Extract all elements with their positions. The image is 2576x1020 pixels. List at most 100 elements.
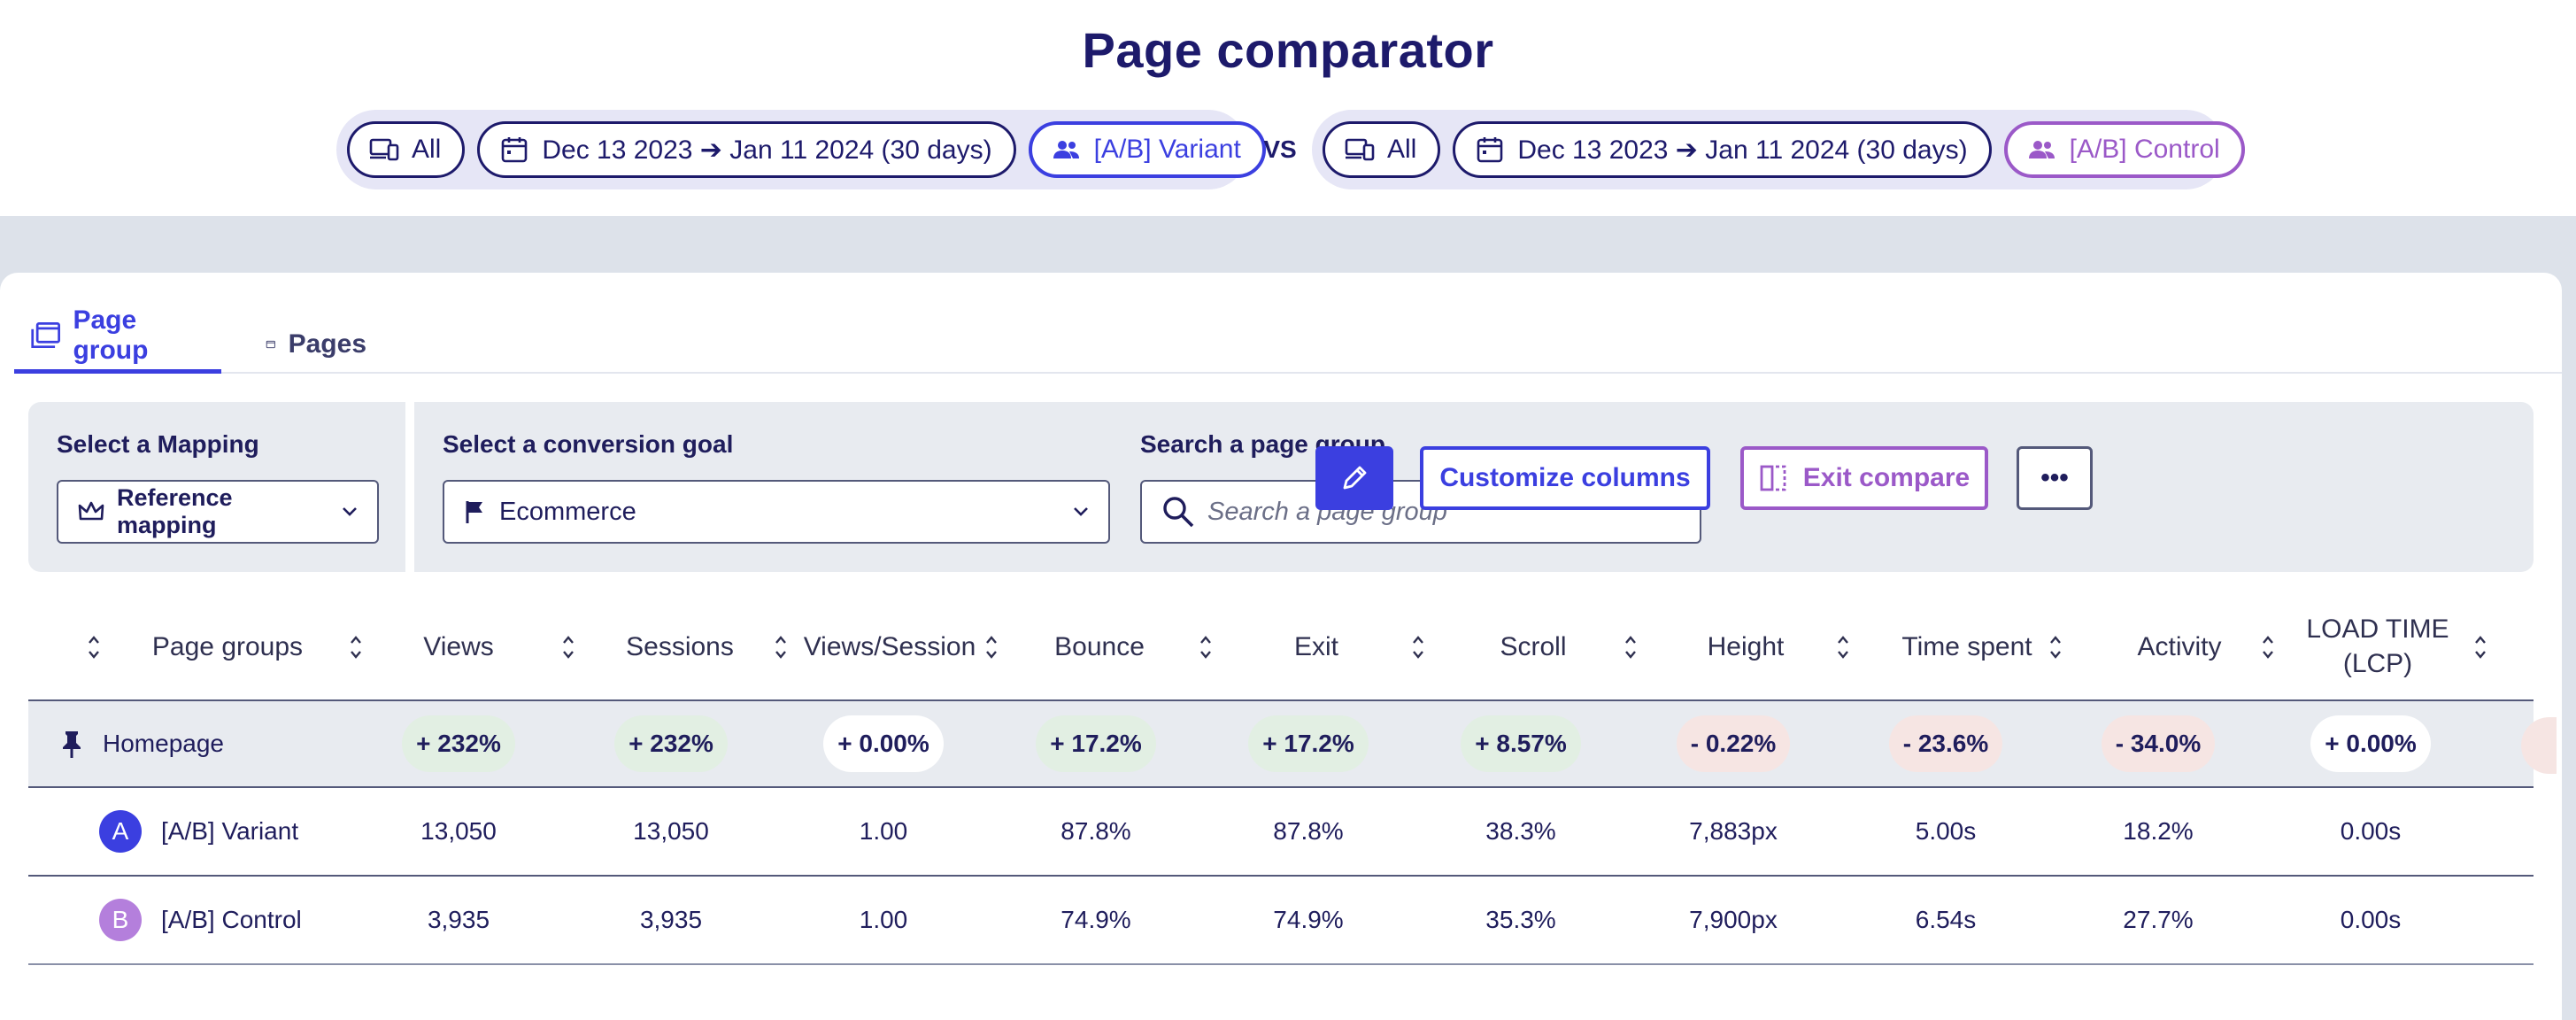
sort-icon[interactable] [1836, 632, 1850, 662]
sort-icon[interactable] [774, 632, 788, 662]
column-header[interactable]: Scroll [1500, 631, 1567, 661]
date-filter-left-label: Dec 13 2023 ➔ Jan 11 2024 (30 days) [542, 135, 992, 165]
tab-page-group-label: Page group [73, 305, 149, 365]
table-cell: 1.00 [859, 906, 908, 933]
table-row-homepage[interactable]: Homepage + 232% + 232% + 0.00% + 17.2% +… [28, 699, 2557, 788]
table-cell: 38.3% [1485, 817, 1556, 845]
comparison-left-filters: All Dec 13 2023 ➔ Jan 11 2024 (30 days) … [336, 110, 1266, 189]
sort-icon[interactable] [1623, 632, 1638, 662]
search-icon [1163, 497, 1194, 528]
delta-badge: + 17.2% [1248, 715, 1369, 772]
column-header[interactable]: Views/Session [803, 631, 976, 661]
device-filter-right-label: All [1387, 135, 1417, 164]
delta-badge: + 0.00% [823, 715, 944, 772]
content-card: Page group Pages Select a Mapping Refere… [0, 273, 2562, 1020]
column-header[interactable]: Sessions [626, 631, 734, 661]
chevron-down-icon [1074, 507, 1088, 516]
delta-badge: + 8.57% [1461, 715, 1581, 772]
delta-badge: - 34.0% [2101, 715, 2216, 772]
sort-icon[interactable] [87, 632, 101, 662]
goal-select[interactable]: Ecommerce [443, 480, 1110, 544]
column-header[interactable]: Page groups [151, 631, 304, 661]
sort-icon[interactable] [2473, 632, 2487, 662]
tab-page-group[interactable]: Page group [14, 305, 221, 374]
mapping-label: Select a Mapping [57, 430, 259, 458]
split-view-icon [1760, 465, 1786, 491]
mapping-select-value: Reference mapping [117, 484, 233, 538]
segment-filter-right[interactable]: [A/B] Control [2003, 121, 2245, 178]
date-filter-right-label: Dec 13 2023 ➔ Jan 11 2024 (30 days) [1517, 135, 1968, 165]
table-cell: 74.9% [1273, 906, 1344, 933]
table-cell: 7,883px [1689, 817, 1778, 845]
page-group-icon [31, 321, 60, 348]
page-header: Page comparator All Dec 13 2023 ➔ Jan 11… [0, 0, 2576, 216]
delta-badge: - 23.6% [1888, 715, 2003, 772]
column-header[interactable]: Activity [2137, 631, 2222, 661]
table-cell: 74.9% [1060, 906, 1131, 933]
homepage-name: Homepage [103, 730, 224, 757]
segment-filter-right-label: [A/B] Control [2069, 135, 2220, 164]
table-header: Page groups Views Sessions Views/Session… [28, 593, 2534, 699]
delta-badge: - 0.22% [1676, 715, 1791, 772]
edit-button[interactable] [1315, 446, 1393, 510]
customize-columns-button[interactable]: Customize columns [1420, 446, 1710, 510]
table-cell: 27.7% [2123, 906, 2194, 933]
table-cell: 0.00s [2340, 817, 2402, 845]
calendar-icon [502, 137, 528, 163]
variant-badge: A [99, 810, 142, 853]
sort-icon[interactable] [1411, 632, 1425, 662]
mapping-select[interactable]: Reference mapping [57, 480, 379, 544]
exit-compare-button[interactable]: Exit compare [1740, 446, 1988, 510]
goal-select-value: Ecommerce [499, 497, 636, 526]
sort-icon[interactable] [2048, 632, 2063, 662]
variant-name: [A/B] Variant [161, 817, 299, 845]
column-header[interactable]: Bounce [1054, 631, 1145, 661]
column-header[interactable]: LOAD TIME (LCP) [2306, 614, 2449, 678]
table-cell: 3,935 [639, 906, 703, 933]
table-cell: 87.8% [1060, 817, 1131, 845]
devices-icon [1345, 138, 1375, 161]
table-cell: 5.00s [1915, 817, 1977, 845]
users-icon [1053, 141, 1079, 158]
date-filter-left[interactable]: Dec 13 2023 ➔ Jan 11 2024 (30 days) [477, 121, 1016, 178]
tab-pages-label: Pages [288, 329, 366, 359]
delta-badge: + 0.00% [2310, 715, 2431, 772]
column-header[interactable]: Views [423, 631, 494, 661]
pin-icon[interactable] [60, 729, 83, 759]
table-cell: 13,050 [633, 817, 709, 845]
table-row-variant[interactable]: A [A/B] Variant 13,050 13,050 1.00 87.8%… [28, 788, 2534, 877]
pencil-icon [1343, 466, 1367, 490]
sort-icon[interactable] [349, 632, 363, 662]
device-filter-left[interactable]: All [347, 121, 466, 178]
sort-icon[interactable] [984, 632, 999, 662]
calendar-icon [1477, 137, 1503, 163]
comparison-right-filters: All Dec 13 2023 ➔ Jan 11 2024 (30 days) … [1312, 110, 2245, 189]
goal-label: Select a conversion goal [443, 430, 734, 458]
segment-filter-left[interactable]: [A/B] Variant [1028, 121, 1266, 178]
control-badge: B [99, 899, 142, 941]
control-name: [A/B] Control [161, 906, 302, 933]
exit-compare-label: Exit compare [1802, 463, 1971, 492]
date-filter-right[interactable]: Dec 13 2023 ➔ Jan 11 2024 (30 days) [1453, 121, 1992, 178]
device-filter-right[interactable]: All [1323, 121, 1441, 178]
table-row-control[interactable]: B [A/B] Control 3,935 3,935 1.00 74.9% 7… [28, 877, 2534, 965]
more-options-button[interactable]: ••• [2017, 446, 2093, 510]
table-cell: 3,935 [427, 906, 490, 933]
delta-badge: + 232% [402, 715, 515, 772]
column-header[interactable]: Height [1707, 631, 1785, 661]
segment-filter-left-label: [A/B] Variant [1093, 135, 1241, 164]
chevron-down-icon [343, 507, 357, 516]
sort-icon[interactable] [1199, 632, 1213, 662]
users-icon [2028, 141, 2055, 158]
table-cell: 0.00s [2340, 906, 2402, 933]
devices-icon [369, 138, 399, 161]
window-icon [266, 340, 275, 349]
sort-icon[interactable] [2261, 632, 2275, 662]
tab-pages[interactable]: Pages [250, 315, 382, 374]
column-header[interactable]: Exit [1293, 631, 1338, 661]
vs-label: VS [1263, 135, 1297, 163]
sort-icon[interactable] [561, 632, 575, 662]
column-header[interactable]: Time spent [1901, 631, 2032, 661]
table-cell: 7,900px [1689, 906, 1778, 933]
page-title: Page comparator [1082, 22, 1494, 78]
